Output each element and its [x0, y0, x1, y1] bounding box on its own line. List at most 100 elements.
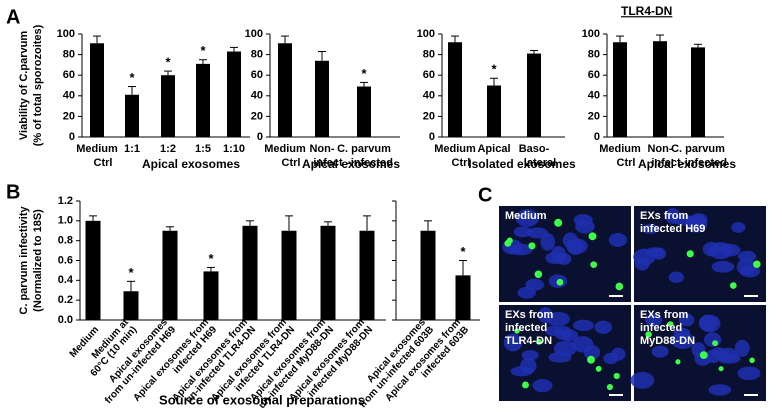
x-tick-label: C. parvum — [337, 143, 391, 155]
y-tick-label: 1.2 — [58, 195, 73, 207]
significance-marker: * — [165, 55, 171, 70]
nucleus — [645, 247, 664, 258]
y-tick-label: 60 — [423, 69, 435, 81]
y-tick-label: 100 — [582, 28, 600, 40]
nucleus — [515, 209, 540, 227]
bar — [613, 42, 627, 137]
bar — [242, 225, 258, 320]
nucleus — [525, 278, 545, 291]
bar — [420, 230, 436, 320]
parasite — [514, 328, 520, 334]
nucleus — [573, 319, 594, 332]
x-tick-label: 1:1 — [124, 143, 140, 155]
image-label: infected — [505, 322, 547, 334]
y-tick-label: 40 — [423, 90, 435, 102]
y-tick-label: 20 — [63, 110, 75, 122]
nucleus — [513, 226, 533, 238]
image-label: MyD88-DN — [640, 335, 695, 347]
y-tick-label: 80 — [63, 49, 75, 61]
panel-letter: B — [6, 181, 20, 203]
nucleus — [545, 251, 566, 265]
y-tick-label: 0.8 — [58, 235, 73, 247]
x-tick-label: Ctrl — [282, 157, 301, 169]
parasite — [675, 359, 681, 365]
nucleus — [566, 238, 588, 254]
y-tick-label: 20 — [423, 110, 435, 122]
x-tick-label: 1:5 — [195, 143, 211, 155]
nucleus — [736, 258, 756, 276]
y-tick-label: 40 — [588, 90, 600, 102]
nucleus — [575, 219, 595, 234]
bar — [281, 230, 297, 320]
nucleus — [708, 242, 733, 260]
y-tick-label: 20 — [588, 110, 600, 122]
parasite — [528, 242, 536, 250]
image-label: EXs from — [505, 309, 554, 321]
group-label: Apical exosomes — [142, 157, 240, 171]
x-tick-label: 1:10 — [223, 143, 245, 155]
bar — [448, 42, 462, 137]
bar — [162, 230, 178, 320]
bar — [203, 271, 219, 320]
group-label: Apical exosomes — [302, 157, 400, 171]
x-tick-label: C. parvum — [671, 143, 725, 155]
chart-title: TLR4-DN — [621, 4, 672, 18]
nucleus — [670, 332, 695, 350]
y-axis-label: (% of total sporozoites) — [32, 24, 44, 146]
nucleus — [698, 314, 717, 332]
parasite — [718, 366, 724, 372]
y-tick-label: 100 — [57, 28, 75, 40]
nucleus — [678, 313, 695, 327]
x-tick-label: lateral — [524, 157, 556, 169]
y-tick-label: 0.6 — [58, 254, 73, 266]
bar — [123, 291, 139, 320]
parasite — [615, 282, 624, 291]
parasite — [645, 331, 652, 338]
bar — [125, 94, 139, 137]
significance-marker: * — [200, 43, 206, 58]
parasite — [606, 383, 613, 391]
nucleus — [521, 350, 539, 361]
parasite — [588, 232, 597, 241]
bar — [487, 85, 501, 137]
parasite — [590, 261, 598, 268]
panel-letter: A — [6, 6, 20, 28]
nucleus — [545, 325, 563, 336]
parasite — [613, 372, 620, 380]
parasite — [536, 338, 543, 345]
significance-marker: * — [129, 70, 135, 85]
parasite — [699, 351, 708, 360]
bar — [357, 86, 371, 137]
nucleus — [594, 320, 613, 334]
x-tick-label: infect — [313, 157, 343, 169]
significance-marker: * — [208, 251, 214, 266]
bar — [320, 225, 336, 320]
parasite — [554, 218, 563, 227]
nucleus — [734, 339, 750, 357]
image-label: EXs from — [640, 309, 689, 321]
y-tick-label: 100 — [245, 28, 263, 40]
nucleus — [717, 353, 741, 364]
group-label: Isolated exosomes — [468, 157, 576, 171]
x-tick-label: 1:2 — [160, 143, 176, 155]
nucleus — [532, 379, 553, 393]
nucleus — [560, 329, 578, 342]
parasite — [712, 340, 719, 347]
bar — [278, 43, 292, 137]
image-label: TLR4-DN — [505, 335, 552, 347]
x-tick-label: infect — [651, 157, 681, 169]
group-label: Apical exosomes — [638, 157, 736, 171]
nucleus — [731, 222, 746, 233]
image-label: infected — [640, 322, 682, 334]
significance-marker: * — [361, 66, 367, 81]
bar — [315, 60, 329, 137]
x-tick-label: Non- — [647, 143, 672, 155]
nucleus — [668, 271, 685, 283]
y-tick-label: 80 — [588, 49, 600, 61]
y-tick-label: 80 — [251, 49, 263, 61]
bar — [359, 230, 375, 320]
parasite — [595, 365, 602, 372]
nucleus — [630, 371, 655, 389]
y-axis-label: (Normalized to 18S) — [32, 209, 44, 312]
